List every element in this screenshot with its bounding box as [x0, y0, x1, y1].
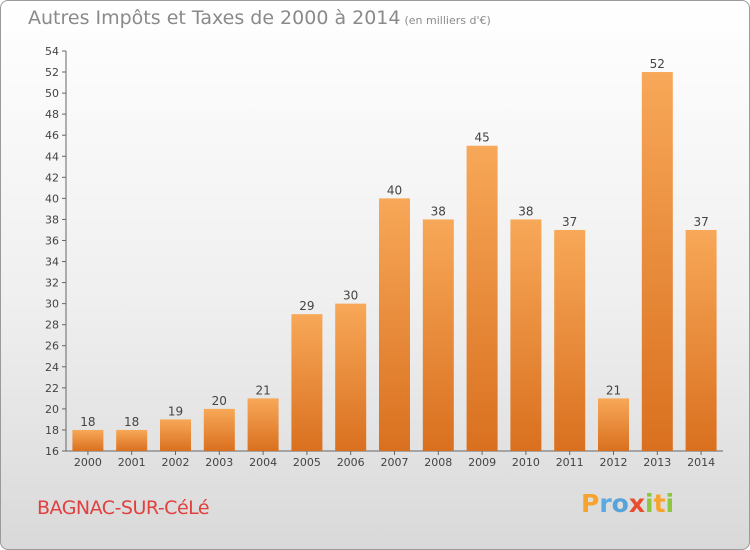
data-label: 38: [518, 204, 533, 218]
data-label: 21: [606, 383, 621, 397]
data-label: 19: [168, 404, 183, 418]
y-tick-label: 42: [45, 171, 59, 184]
x-tick-label: 2012: [600, 456, 628, 469]
data-label: 18: [124, 415, 139, 429]
y-tick-label: 16: [45, 445, 59, 458]
bar: [160, 419, 191, 451]
bar: [203, 408, 235, 451]
x-tick-label: 2008: [424, 456, 452, 469]
y-tick-label: 36: [45, 234, 59, 247]
data-label: 45: [474, 131, 489, 145]
x-tick-label: 2004: [249, 456, 277, 469]
y-tick-label: 46: [45, 129, 59, 142]
chart-subtitle: (en milliers d'€): [404, 14, 491, 27]
bar: [598, 398, 629, 451]
bar: [116, 429, 148, 451]
x-tick-label: 2009: [468, 456, 496, 469]
y-tick-label: 22: [45, 382, 59, 395]
y-tick-label: 40: [45, 192, 59, 205]
y-tick-label: 34: [45, 256, 59, 269]
bar: [554, 229, 586, 451]
x-tick-label: 2006: [337, 456, 365, 469]
y-tick-label: 54: [45, 45, 59, 58]
bar: [685, 229, 717, 451]
bar: [291, 314, 323, 451]
y-tick-label: 52: [45, 66, 59, 79]
y-tick-label: 20: [45, 403, 59, 416]
x-tick-label: 2003: [205, 456, 233, 469]
y-tick-label: 50: [45, 87, 59, 100]
city-name: BAGNAC-SUR-CéLé: [37, 497, 210, 519]
proxiti-logo: Proxiti: [581, 489, 675, 518]
y-tick-label: 32: [45, 277, 59, 290]
data-label: 21: [255, 383, 270, 397]
y-tick-label: 38: [45, 213, 59, 226]
data-label: 20: [212, 394, 227, 408]
bar-chart: 16 18 20 22 24 26 28 30 32 34 36 38 40 42 44 46 48 50 52 54…: [45, 45, 723, 469]
y-tick-label: 44: [45, 150, 59, 163]
bar: [72, 429, 104, 451]
y-tick-label: 30: [45, 298, 59, 311]
x-tick-label: 2007: [381, 456, 409, 469]
x-tick-label: 2013: [643, 456, 671, 469]
bar: [510, 219, 542, 451]
x-tick-label: 2014: [687, 456, 715, 469]
y-tick-label: 24: [45, 361, 59, 374]
bar: [422, 219, 454, 451]
data-label: 37: [693, 215, 708, 229]
data-label: 29: [299, 299, 314, 313]
data-label: 40: [387, 183, 402, 197]
x-tick-label: 2001: [118, 456, 146, 469]
y-tick-label: 18: [45, 424, 59, 437]
bar: [641, 72, 673, 451]
bar: [466, 145, 498, 451]
chart-title: Autres Impôts et Taxes de 2000 à 2014 (en…: [28, 7, 491, 29]
x-tick-label: 2005: [293, 456, 321, 469]
x-tick-label: 2002: [162, 456, 190, 469]
data-label: 30: [343, 289, 358, 303]
x-tick-label: 2010: [512, 456, 540, 469]
y-tick-label: 48: [45, 108, 59, 121]
bar: [379, 198, 410, 451]
data-label: 18: [80, 415, 95, 429]
chart-title-text: Autres Impôts et Taxes de 2000 à 2014: [28, 7, 401, 29]
x-tick-label: 2000: [74, 456, 102, 469]
y-tick-label: 28: [45, 319, 59, 332]
data-label: 38: [431, 204, 446, 218]
bar: [335, 303, 367, 451]
bar: [247, 398, 279, 451]
data-label: 52: [650, 57, 665, 71]
data-label: 37: [562, 215, 577, 229]
y-tick-label: 26: [45, 340, 59, 353]
x-tick-label: 2011: [556, 456, 584, 469]
